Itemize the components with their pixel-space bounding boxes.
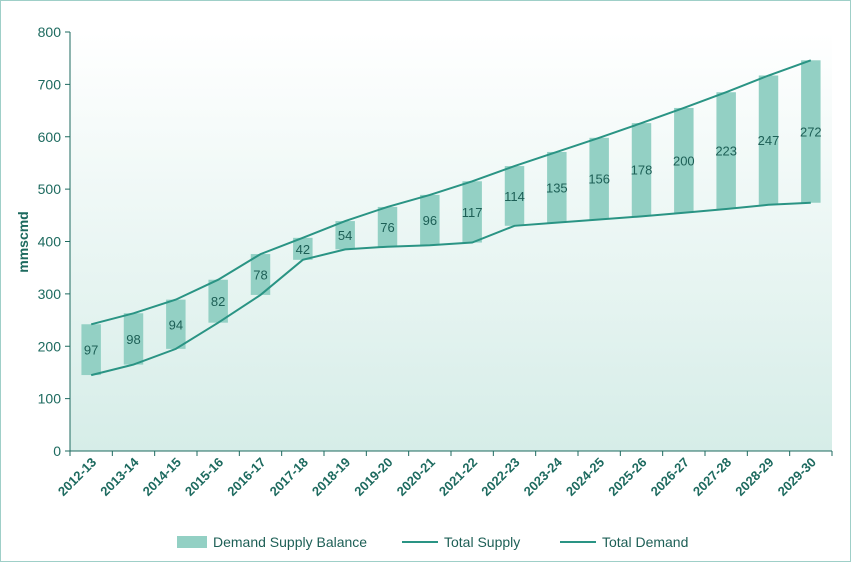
x-tick-label: 2029-30 bbox=[775, 455, 819, 499]
balance-data-label: 97 bbox=[84, 343, 98, 358]
balance-bar bbox=[504, 166, 525, 226]
total-demand-line bbox=[90, 59, 812, 326]
plot-area bbox=[70, 32, 832, 451]
x-tick-label: 2016-17 bbox=[224, 455, 268, 499]
balance-bar bbox=[801, 60, 821, 203]
balance-bar bbox=[293, 237, 313, 260]
balance-bar bbox=[208, 279, 228, 323]
total-supply-line bbox=[90, 201, 811, 377]
balance-bar bbox=[420, 194, 440, 246]
balance-data-label: 117 bbox=[462, 205, 483, 220]
y-tick-label: 600 bbox=[38, 129, 62, 145]
y-tick-label: 0 bbox=[53, 443, 61, 459]
balance-data-label: 76 bbox=[380, 220, 394, 235]
balance-data-label: 114 bbox=[504, 189, 525, 204]
x-tick-label: 2025-26 bbox=[605, 455, 649, 499]
balance-data-label: 156 bbox=[588, 172, 610, 187]
balance-bar bbox=[547, 151, 567, 223]
balance-bar bbox=[335, 221, 355, 250]
x-tick-label: 2020-21 bbox=[394, 455, 438, 499]
legend-item-demand: Total Demand bbox=[560, 530, 688, 554]
balance-data-label: 272 bbox=[800, 125, 822, 140]
legend: Demand Supply Balance Total Supply Total… bbox=[0, 530, 851, 554]
balance-data-label: 200 bbox=[673, 153, 695, 168]
x-tick-label: 2023-24 bbox=[521, 454, 566, 499]
legend-label-supply: Total Supply bbox=[444, 534, 521, 550]
balance-data-label: 223 bbox=[715, 144, 737, 159]
balance-bar bbox=[589, 137, 609, 220]
balance-data-label: 42 bbox=[296, 242, 310, 257]
balance-bar bbox=[377, 206, 398, 247]
x-tick-label: 2022-23 bbox=[478, 455, 522, 499]
y-tick-label: 700 bbox=[38, 76, 62, 92]
legend-swatch-demand bbox=[560, 541, 596, 543]
legend-swatch-balance bbox=[177, 536, 207, 548]
legend-label-demand: Total Demand bbox=[602, 534, 689, 550]
y-tick-label: 400 bbox=[38, 234, 62, 250]
balance-data-label: 178 bbox=[631, 163, 653, 178]
balance-bar bbox=[250, 254, 271, 295]
y-tick-label: 300 bbox=[38, 286, 62, 302]
balance-data-label: 82 bbox=[211, 294, 225, 309]
x-tick-label: 2028-29 bbox=[732, 455, 776, 499]
legend-swatch-supply bbox=[402, 541, 438, 543]
balance-data-label: 54 bbox=[338, 228, 352, 243]
balance-data-label: 247 bbox=[758, 133, 780, 148]
balance-bar bbox=[166, 299, 186, 349]
balance-bar bbox=[758, 75, 779, 205]
y-tick-label: 800 bbox=[38, 24, 62, 40]
balance-bar bbox=[462, 181, 482, 243]
x-tick-label: 2015-16 bbox=[182, 455, 226, 499]
balance-data-label: 96 bbox=[423, 213, 437, 228]
y-tick-label: 100 bbox=[38, 391, 62, 407]
balance-bar bbox=[674, 107, 694, 213]
x-tick-label: 2014-15 bbox=[140, 455, 184, 499]
x-tick-label: 2017-18 bbox=[267, 455, 311, 499]
balance-bar bbox=[716, 92, 736, 210]
x-tick-label: 2026-27 bbox=[648, 455, 692, 499]
balance-bar bbox=[123, 313, 144, 365]
legend-item-supply: Total Supply bbox=[402, 530, 520, 554]
x-tick-label: 2027-28 bbox=[690, 455, 734, 499]
balance-bar bbox=[81, 324, 101, 376]
x-tick-label: 2021-22 bbox=[436, 455, 480, 499]
y-tick-label: 500 bbox=[38, 181, 62, 197]
x-tick-label: 2018-19 bbox=[309, 455, 353, 499]
x-tick-label: 2012-13 bbox=[55, 455, 99, 499]
x-tick-label: 2019-20 bbox=[351, 455, 395, 499]
legend-label-balance: Demand Supply Balance bbox=[213, 534, 368, 550]
y-tick-label: 200 bbox=[38, 338, 62, 354]
balance-bar bbox=[631, 123, 652, 217]
balance-data-label: 98 bbox=[126, 332, 140, 347]
x-tick-label: 2013-14 bbox=[97, 454, 142, 499]
legend-item-balance: Demand Supply Balance bbox=[177, 530, 367, 554]
balance-data-label: 78 bbox=[253, 267, 267, 282]
x-tick-label: 2024-25 bbox=[563, 455, 607, 499]
balance-data-label: 135 bbox=[546, 180, 568, 195]
chart: 01002003004005006007008002012-132013-142… bbox=[15, 24, 833, 499]
y-axis-label: mmscmd bbox=[15, 211, 31, 272]
balance-data-label: 94 bbox=[169, 317, 183, 332]
